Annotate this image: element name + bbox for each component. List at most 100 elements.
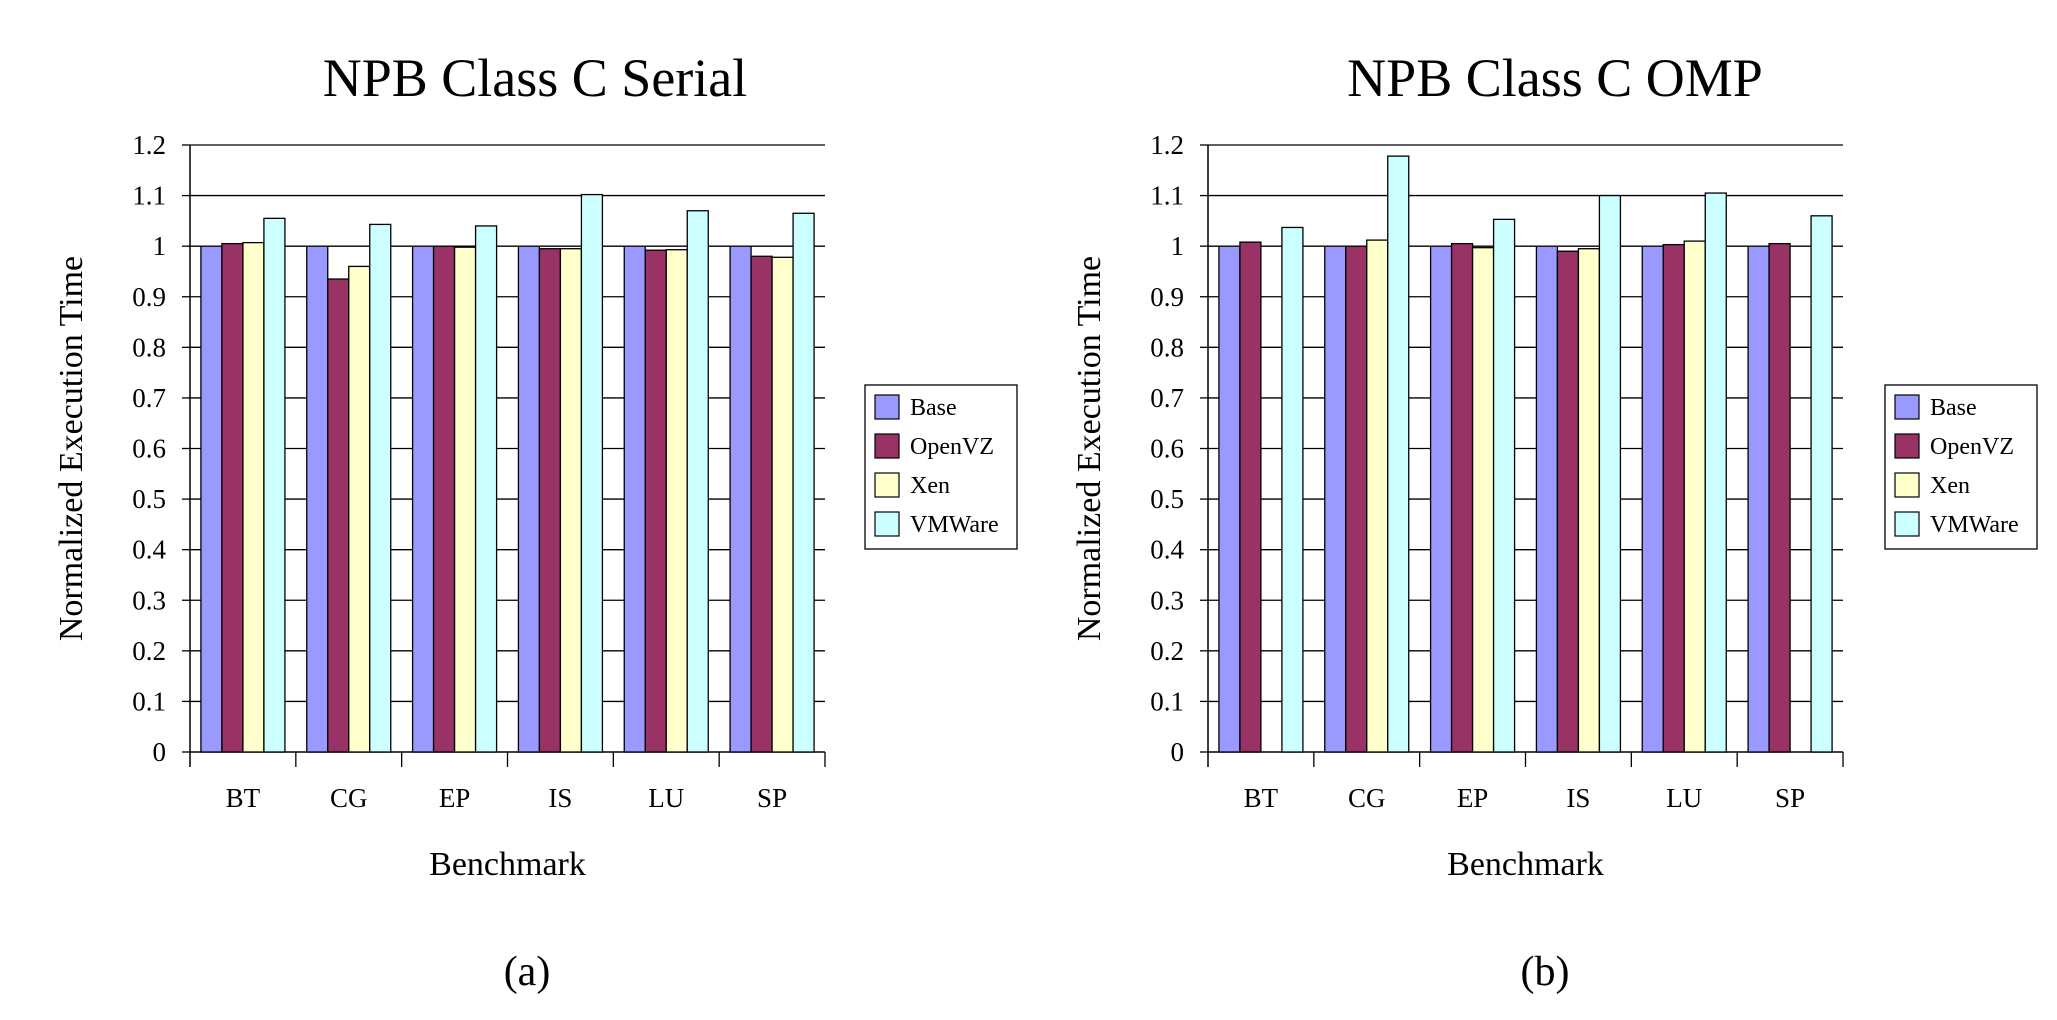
legend-swatch-xen	[1894, 472, 1920, 498]
y-tick-label: 0.5	[1150, 484, 1184, 514]
x-tick-label: CG	[1348, 783, 1386, 813]
legend-swatch-openvz	[1894, 433, 1920, 459]
bar-xen-cg	[348, 265, 371, 753]
legend-label-xen: Xen	[910, 473, 950, 499]
x-axis-label: Benchmark	[1447, 846, 1604, 883]
legend-label-base: Base	[910, 395, 957, 421]
bar-openvz-bt	[221, 242, 244, 753]
y-tick-label: 0.7	[132, 383, 166, 413]
figure-caption: (b)	[1521, 949, 1570, 995]
bar-openvz-is	[538, 248, 562, 753]
bar-base-ep	[1429, 245, 1453, 753]
y-tick-label: 1	[1171, 231, 1185, 261]
y-tick-label: 0.3	[1150, 585, 1184, 615]
bar-xen-ep	[453, 246, 477, 753]
x-tick-label: EP	[439, 783, 471, 813]
x-tick-label: CG	[330, 783, 368, 813]
bar-xen-sp	[771, 256, 794, 753]
bar-vmware-is	[580, 193, 604, 753]
legend-label-vmware: VMWare	[1930, 512, 2019, 538]
legend-label-base: Base	[1930, 395, 1977, 421]
x-tick-label: BT	[226, 783, 261, 813]
y-tick-label: 0.5	[132, 484, 166, 514]
bar-vmware-lu	[686, 210, 709, 753]
legend-swatch-vmware	[1894, 511, 1920, 537]
bar-xen-cg	[1366, 239, 1389, 753]
bar-openvz-cg	[327, 278, 350, 753]
y-tick-label: 0.2	[132, 636, 166, 666]
bar-vmware-lu	[1704, 192, 1727, 753]
legend-swatch-base	[1894, 394, 1920, 420]
legend-swatch-vmware	[874, 511, 900, 537]
chart-title: NPB Class C Serial	[323, 48, 748, 108]
bar-vmware-cg	[369, 223, 392, 753]
bar-xen-ep	[1471, 247, 1495, 753]
legend-label-openvz: OpenVZ	[1930, 434, 2014, 460]
y-tick-label: 0.1	[132, 686, 166, 716]
bar-base-sp	[729, 245, 752, 753]
legend-swatch-xen	[874, 472, 900, 498]
bar-vmware-ep	[474, 225, 498, 753]
bar-openvz-ep	[1450, 242, 1474, 753]
x-tick-label: LU	[648, 783, 684, 813]
y-axis-label: Normalized Execution Time	[53, 256, 90, 641]
chart-serial: NPB Class C Serial 0 0.1 0.2 0.3 0.4 0.5 0.6 0.7…	[53, 48, 1018, 995]
y-tick-label: 0	[1171, 737, 1185, 767]
bar-openvz-ep	[432, 245, 456, 753]
bar-base-lu	[1641, 245, 1664, 753]
y-tick-label: 1.2	[132, 130, 166, 160]
y-tick-label: 0.4	[132, 535, 166, 565]
bar-base-is	[517, 245, 541, 753]
figure-caption: (a)	[504, 949, 551, 995]
legend-label-xen: Xen	[1930, 473, 1970, 499]
y-tick-label: 1.1	[1150, 181, 1184, 211]
y-tick-label: 0.1	[1150, 686, 1184, 716]
bar-vmware-bt	[1281, 226, 1304, 753]
y-tick-label: 1.2	[1150, 130, 1184, 160]
y-tick-label: 1.1	[132, 181, 166, 211]
y-tick-label: 0.6	[132, 434, 166, 464]
bar-base-sp	[1747, 245, 1770, 753]
y-tick-label: 0.6	[1150, 434, 1184, 464]
y-tick-label: 0.9	[132, 282, 166, 312]
bar-base-lu	[623, 245, 646, 753]
y-tick-label: 0.4	[1150, 535, 1184, 565]
bar-vmware-cg	[1387, 155, 1410, 753]
x-tick-label: LU	[1666, 783, 1702, 813]
bar-xen-is	[1577, 248, 1601, 753]
x-tick-label: BT	[1244, 783, 1279, 813]
bar-xen-is	[559, 248, 583, 753]
bar-vmware-is	[1598, 194, 1622, 753]
y-tick-label: 0	[153, 737, 167, 767]
y-tick-label: 0.3	[132, 585, 166, 615]
bar-xen-lu	[1683, 240, 1706, 753]
y-tick-label: 1	[153, 231, 167, 261]
bar-vmware-bt	[263, 217, 286, 753]
x-tick-label: SP	[757, 783, 787, 813]
x-tick-label: EP	[1457, 783, 1489, 813]
legend-label-vmware: VMWare	[910, 512, 999, 538]
x-tick-label: SP	[1775, 783, 1805, 813]
chart-title: NPB Class C OMP	[1347, 48, 1763, 108]
bar-openvz-is	[1556, 250, 1580, 753]
bar-base-ep	[411, 245, 435, 753]
bar-xen-lu	[665, 249, 688, 753]
x-axis-label: Benchmark	[429, 846, 586, 883]
y-tick-label: 0.8	[1150, 332, 1184, 362]
y-tick-label: 0.7	[1150, 383, 1184, 413]
x-tick-label: IS	[1566, 783, 1590, 813]
y-tick-label: 0.9	[1150, 282, 1184, 312]
bar-openvz-cg	[1345, 245, 1368, 753]
bar-openvz-sp	[750, 255, 773, 753]
bar-vmware-sp	[1810, 215, 1833, 753]
y-tick-label: 0.2	[1150, 636, 1184, 666]
chart-omp: NPB Class C OMP 0 0.1 0.2 0.3 0.4 0.5 0.6 0.7 0.8…	[1071, 48, 2038, 995]
bar-base-cg	[306, 245, 329, 753]
y-tick-label: 0.8	[132, 332, 166, 362]
bar-base-cg	[1324, 245, 1347, 753]
bar-base-bt	[1218, 245, 1241, 753]
y-axis-label: Normalized Execution Time	[1071, 256, 1108, 641]
bar-vmware-ep	[1492, 218, 1516, 753]
bar-openvz-lu	[644, 249, 667, 753]
